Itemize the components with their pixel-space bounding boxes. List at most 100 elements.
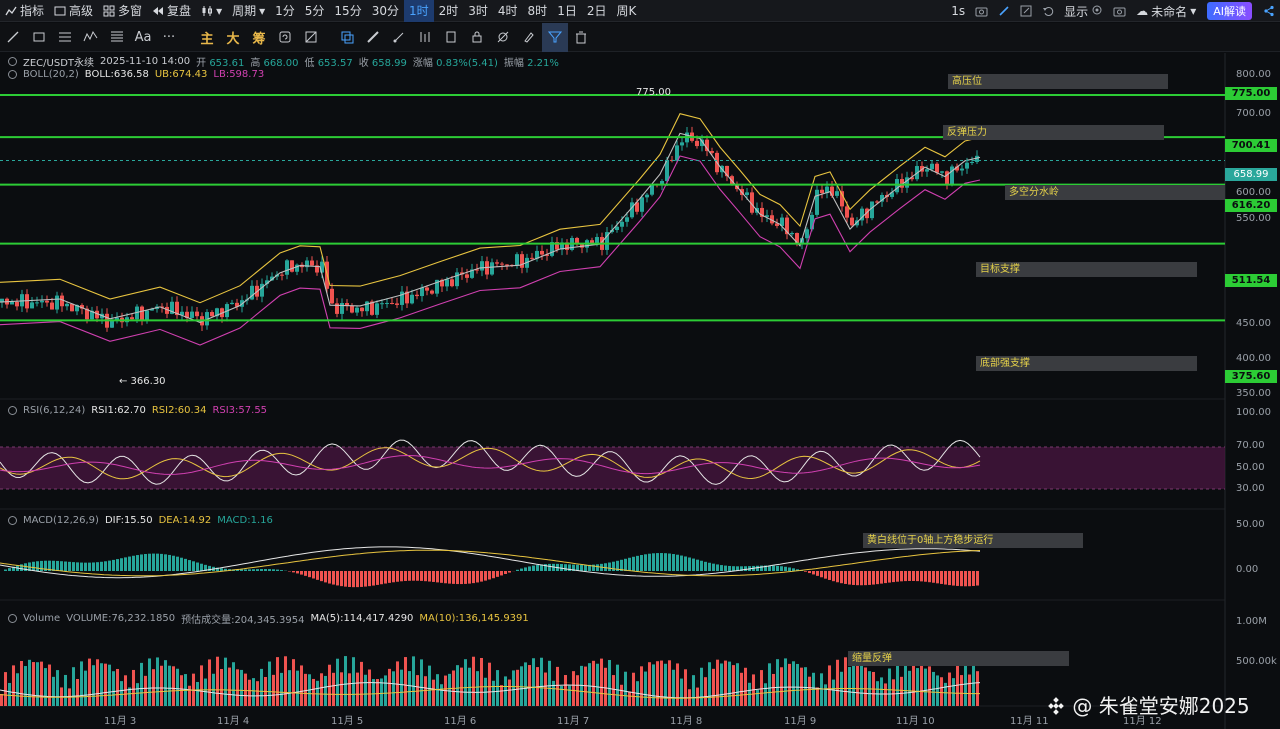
chart-type-button[interactable]: ▾ — [196, 0, 227, 22]
volume-bar — [516, 670, 519, 706]
rectangle-tool-icon[interactable] — [26, 23, 52, 52]
interval-tab[interactable]: 3时 — [463, 0, 493, 22]
candle-body — [595, 237, 599, 243]
price-chart[interactable] — [0, 53, 1280, 729]
annotation-bottom-support[interactable]: 底部强支撑 — [976, 356, 1197, 371]
rsi-axis-label: 50.00 — [1236, 462, 1265, 473]
volume-bar — [924, 669, 927, 706]
interval-tab[interactable]: 1日 — [552, 0, 582, 22]
undo-icon[interactable] — [1037, 0, 1059, 22]
display-button[interactable]: 显示 — [1059, 0, 1108, 22]
brush-icon[interactable] — [386, 23, 412, 52]
volume-bar — [144, 676, 147, 706]
annotation-rebound-pressure[interactable]: 反弹压力 — [943, 125, 1164, 140]
interval-tab[interactable]: 2时 — [434, 0, 464, 22]
hide-drawings-icon[interactable] — [490, 23, 516, 52]
macd-bar — [648, 554, 651, 571]
volume-bar — [920, 660, 923, 706]
interval-tab[interactable]: 2日 — [582, 0, 612, 22]
candle-body — [390, 303, 394, 304]
macd-bar — [920, 571, 923, 581]
macd-bar — [40, 561, 43, 571]
pen-icon[interactable] — [993, 0, 1015, 22]
macd-bar — [916, 571, 919, 581]
macd-bar — [320, 571, 323, 581]
main-force-tool[interactable]: 主 — [194, 23, 220, 52]
high-value: 668.00 — [264, 58, 299, 69]
candle-body — [385, 303, 389, 304]
replay-button[interactable]: 复盘 — [147, 0, 196, 22]
ai-analysis-button[interactable]: AI解读 — [1207, 2, 1252, 20]
bars-pattern-icon[interactable] — [412, 23, 438, 52]
indicators-label: 指标 — [20, 2, 44, 19]
note-icon[interactable] — [438, 23, 464, 52]
text-tool[interactable]: Aa — [130, 23, 156, 52]
fibonacci-icon[interactable] — [104, 23, 130, 52]
volume-bar — [4, 672, 7, 706]
volume-axis-label: 1.00M — [1236, 616, 1267, 627]
interval-tab[interactable]: 周K — [611, 0, 641, 22]
chevron-down-icon: ▾ — [216, 4, 222, 18]
edit-icon[interactable] — [1015, 0, 1037, 22]
interval-tab[interactable]: 4时 — [493, 0, 523, 22]
magnet-icon[interactable] — [334, 23, 360, 52]
eye-icon[interactable] — [8, 614, 17, 623]
line-tool-icon[interactable] — [0, 23, 26, 52]
lock-icon[interactable] — [464, 23, 490, 52]
annotation-high-pressure[interactable]: 高压位 — [948, 74, 1168, 89]
volume-bar — [608, 660, 611, 706]
annotation-macd-note[interactable]: 黄白线位于0轴上方稳步运行 — [863, 533, 1083, 548]
interval-tab[interactable]: 8时 — [523, 0, 553, 22]
low-value: 653.57 — [318, 58, 353, 69]
eye-icon[interactable] — [8, 70, 17, 79]
interval-tab[interactable]: 30分 — [367, 0, 404, 22]
volume-bar — [712, 669, 715, 706]
ruler-icon[interactable] — [360, 23, 386, 52]
camera-icon[interactable] — [970, 0, 993, 22]
more-tools[interactable]: ··· — [156, 23, 182, 52]
multi-window-button[interactable]: 多窗 — [98, 0, 147, 22]
volume-bar — [488, 663, 491, 706]
macd-bar — [412, 571, 415, 581]
annotation-volume-note[interactable]: 缩量反弹 — [848, 651, 1069, 666]
eye-icon[interactable] — [8, 516, 17, 525]
chip-tool[interactable]: 筹 — [246, 23, 272, 52]
period-dropdown[interactable]: 周期 ▾ — [227, 0, 270, 22]
macd-bar — [92, 562, 95, 571]
measure-icon[interactable] — [298, 23, 324, 52]
annotation-bull-bear[interactable]: 多空分水岭 — [1005, 185, 1225, 200]
trash-icon[interactable] — [568, 23, 594, 52]
eye-icon[interactable] — [8, 57, 17, 66]
boll-ub: UB:674.43 — [155, 69, 208, 80]
volume-bar — [692, 675, 695, 706]
elliott-wave-icon[interactable] — [78, 23, 104, 52]
interval-tab[interactable]: 15分 — [329, 0, 366, 22]
volume-bar — [664, 664, 667, 706]
drawing-toolbar: Aa ··· 主 大 筹 — [0, 23, 1280, 52]
filter-icon[interactable] — [542, 23, 568, 52]
advanced-button[interactable]: 高级 — [49, 0, 98, 22]
macd-bar — [252, 569, 255, 571]
large-order-tool[interactable]: 大 — [220, 23, 246, 52]
macd-bar — [564, 564, 567, 571]
sync-icon[interactable] — [272, 23, 298, 52]
macd-bar — [500, 571, 503, 575]
indicators-button[interactable]: 指标 — [0, 0, 49, 22]
clean-icon[interactable] — [516, 23, 542, 52]
parallel-lines-icon[interactable] — [52, 23, 78, 52]
eye-icon[interactable] — [8, 406, 17, 415]
layout-dropdown[interactable]: ☁ 未命名 ▾ — [1131, 0, 1201, 22]
interval-tab[interactable]: 1时 — [404, 0, 434, 22]
interval-tab[interactable]: 5分 — [300, 0, 330, 22]
annotation-target-support[interactable]: 目标支撑 — [976, 262, 1197, 277]
volume-bar — [740, 673, 743, 706]
macd-bar — [908, 571, 911, 581]
date-label: 11月 8 — [670, 712, 702, 727]
share-icon[interactable] — [1258, 0, 1280, 22]
interval-tab[interactable]: 1分 — [270, 0, 300, 22]
refresh-rate-button[interactable]: 1s — [946, 0, 970, 22]
macd-bar — [672, 554, 675, 571]
volume-bar — [668, 660, 671, 706]
camera-icon[interactable] — [1108, 0, 1131, 22]
macd-bar — [680, 556, 683, 571]
